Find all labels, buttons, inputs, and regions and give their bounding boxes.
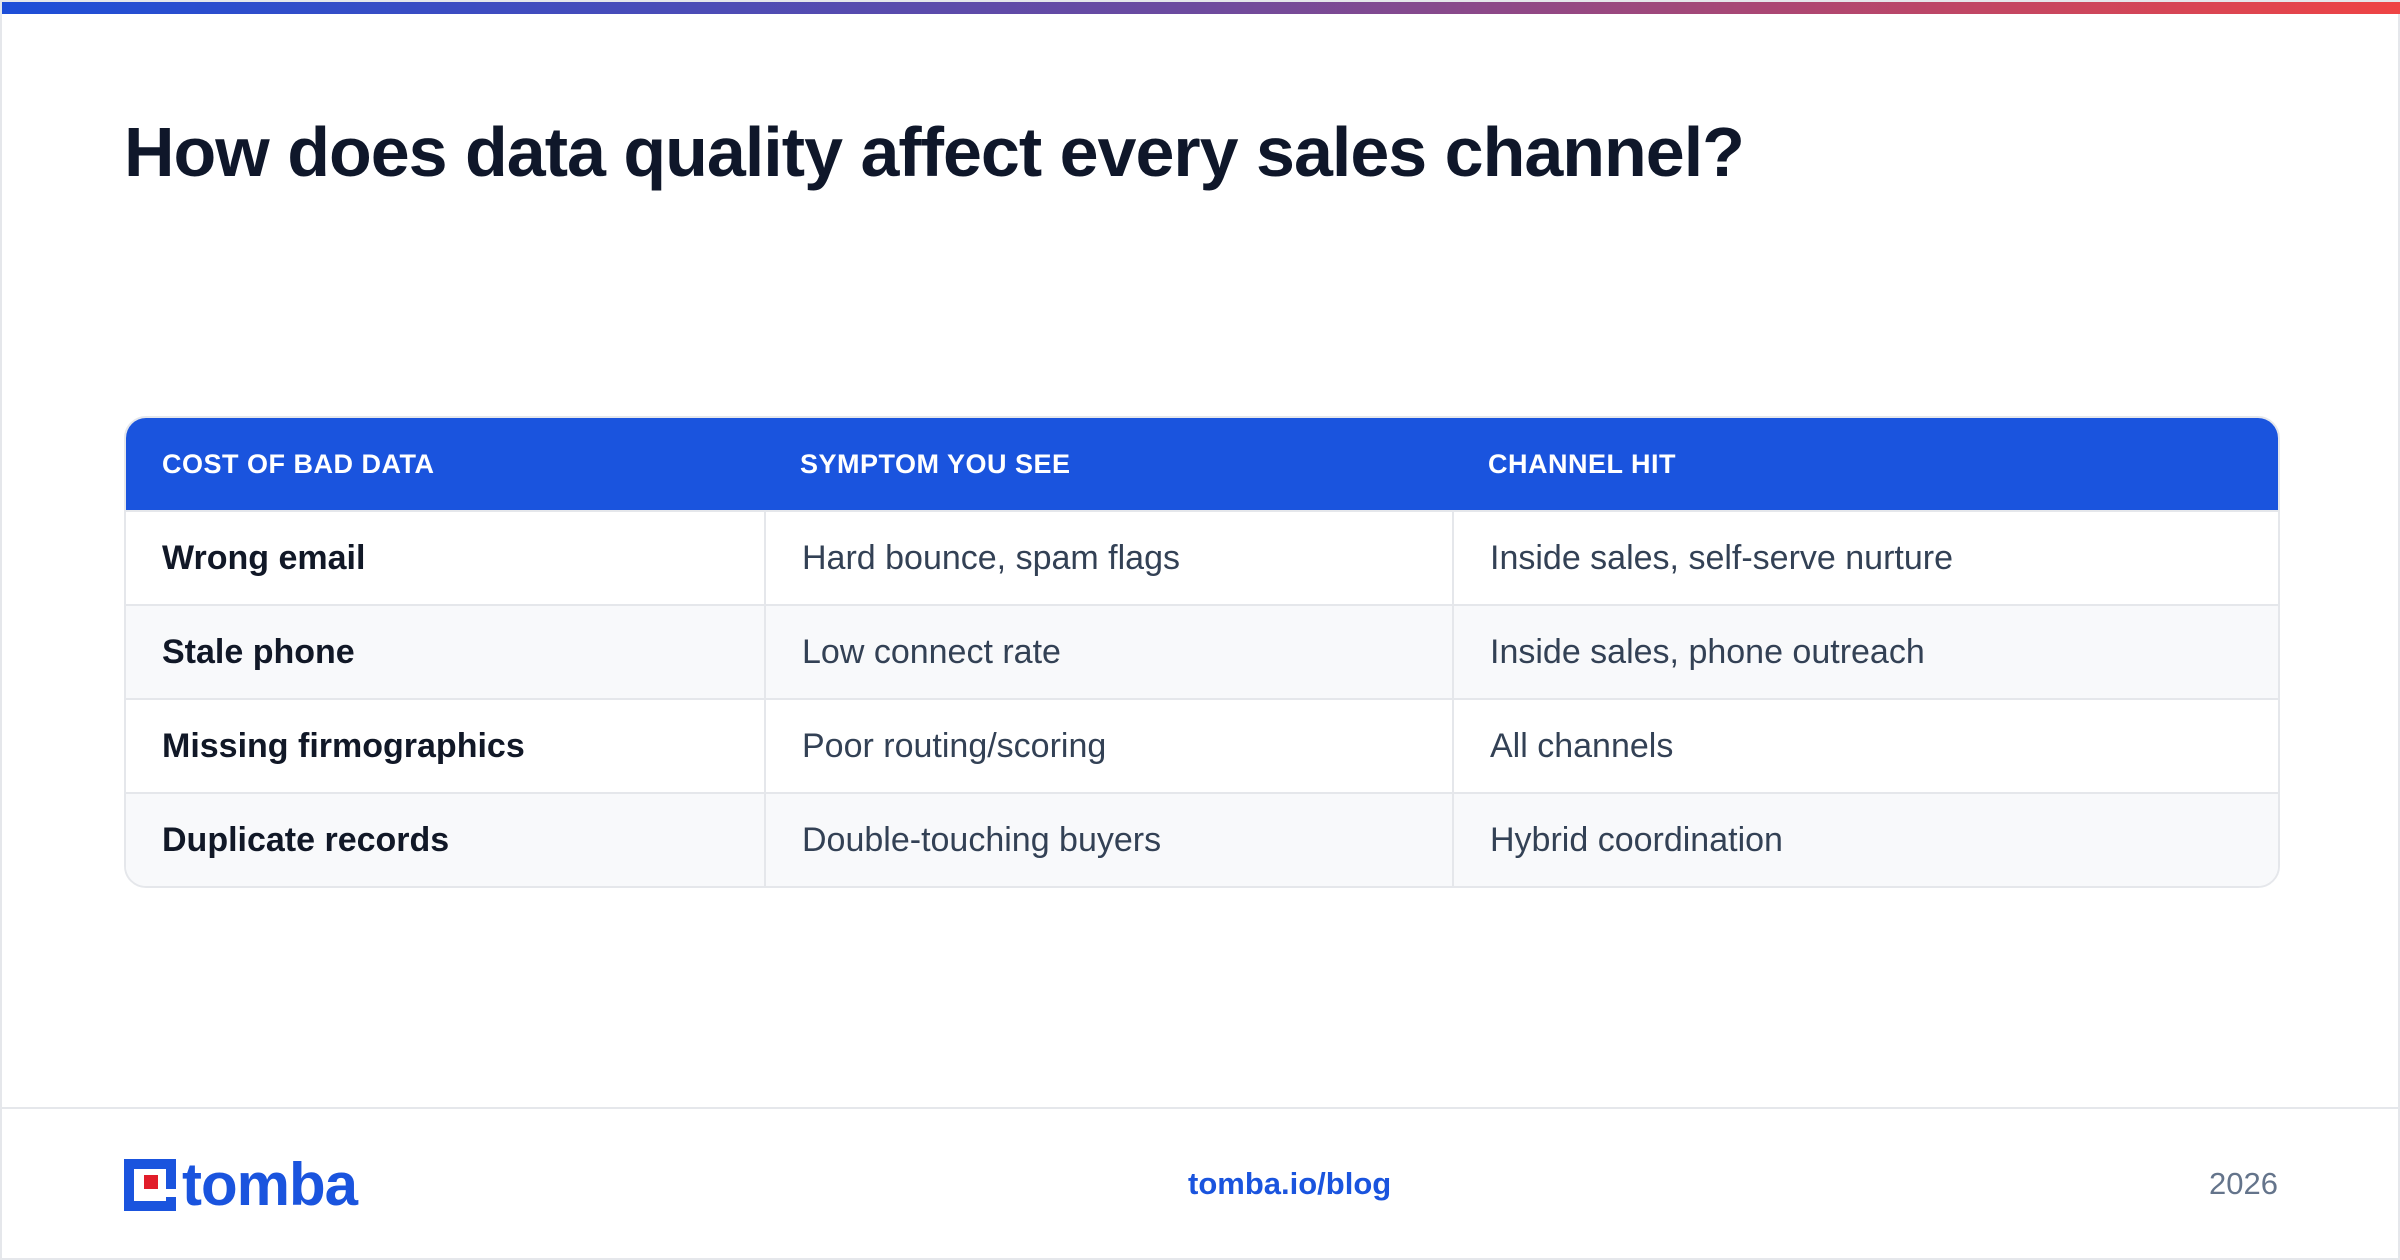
table-row: Stale phone Low connect rate Inside sale… xyxy=(126,604,2278,698)
top-gradient-bar xyxy=(2,2,2400,14)
cell-symptom: Double-touching buyers xyxy=(764,794,1452,886)
table-row: Duplicate records Double-touching buyers… xyxy=(126,792,2278,886)
table-header: COST OF BAD DATA SYMPTOM YOU SEE CHANNEL… xyxy=(126,418,2278,510)
tomba-logo[interactable]: tomba xyxy=(124,1151,358,1218)
table-row: Wrong email Hard bounce, spam flags Insi… xyxy=(126,510,2278,604)
cell-cost: Missing firmographics xyxy=(162,726,525,765)
cell-symptom: Hard bounce, spam flags xyxy=(764,512,1452,604)
header-symptom-you-see: SYMPTOM YOU SEE xyxy=(800,448,1071,479)
cell-symptom: Low connect rate xyxy=(764,606,1452,698)
blog-link[interactable]: tomba.io/blog xyxy=(1188,1166,1392,1201)
footer-divider xyxy=(2,1107,2400,1109)
tomba-logo-icon xyxy=(124,1159,176,1211)
header-channel-hit: CHANNEL HIT xyxy=(1488,448,1677,479)
cell-channel: All channels xyxy=(1452,700,2278,792)
cell-channel: Inside sales, phone outreach xyxy=(1452,606,2278,698)
logo-text: tomba xyxy=(182,1151,358,1218)
header-cost-of-bad-data: COST OF BAD DATA xyxy=(162,448,435,479)
cell-channel: Inside sales, self-serve nurture xyxy=(1452,512,2278,604)
table-row: Missing firmographics Poor routing/scori… xyxy=(126,698,2278,792)
footer-year: 2026 xyxy=(2209,1166,2278,1201)
cell-symptom: Poor routing/scoring xyxy=(764,700,1452,792)
table-body: Wrong email Hard bounce, spam flags Insi… xyxy=(126,510,2278,886)
page-title: How does data quality affect every sales… xyxy=(124,113,1745,191)
cell-cost: Stale phone xyxy=(162,632,355,671)
cell-cost: Wrong email xyxy=(162,538,366,577)
data-table: COST OF BAD DATA SYMPTOM YOU SEE CHANNEL… xyxy=(124,416,2280,888)
cell-channel: Hybrid coordination xyxy=(1452,794,2278,886)
cell-cost: Duplicate records xyxy=(162,820,450,859)
